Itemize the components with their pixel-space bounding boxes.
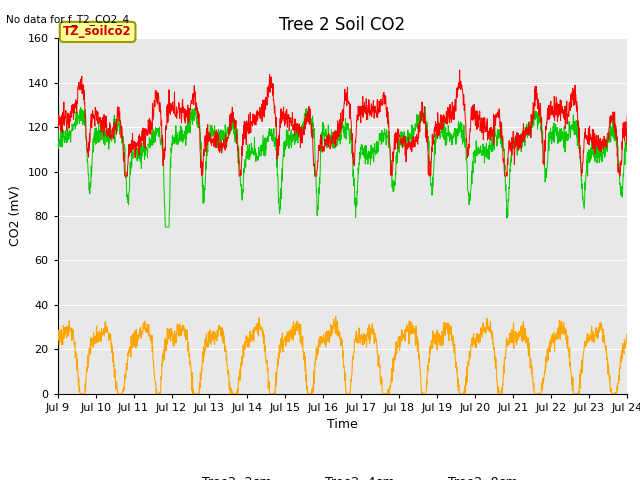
Text: TZ_soilco2: TZ_soilco2 xyxy=(63,25,132,38)
X-axis label: Time: Time xyxy=(327,418,358,431)
Text: No data for f_T2_CO2_4: No data for f_T2_CO2_4 xyxy=(6,14,129,25)
Title: Tree 2 Soil CO2: Tree 2 Soil CO2 xyxy=(279,16,406,34)
Legend: Tree2 -2cm, Tree2 -4cm, Tree2 -8cm: Tree2 -2cm, Tree2 -4cm, Tree2 -8cm xyxy=(162,471,523,480)
Y-axis label: CO2 (mV): CO2 (mV) xyxy=(9,186,22,246)
